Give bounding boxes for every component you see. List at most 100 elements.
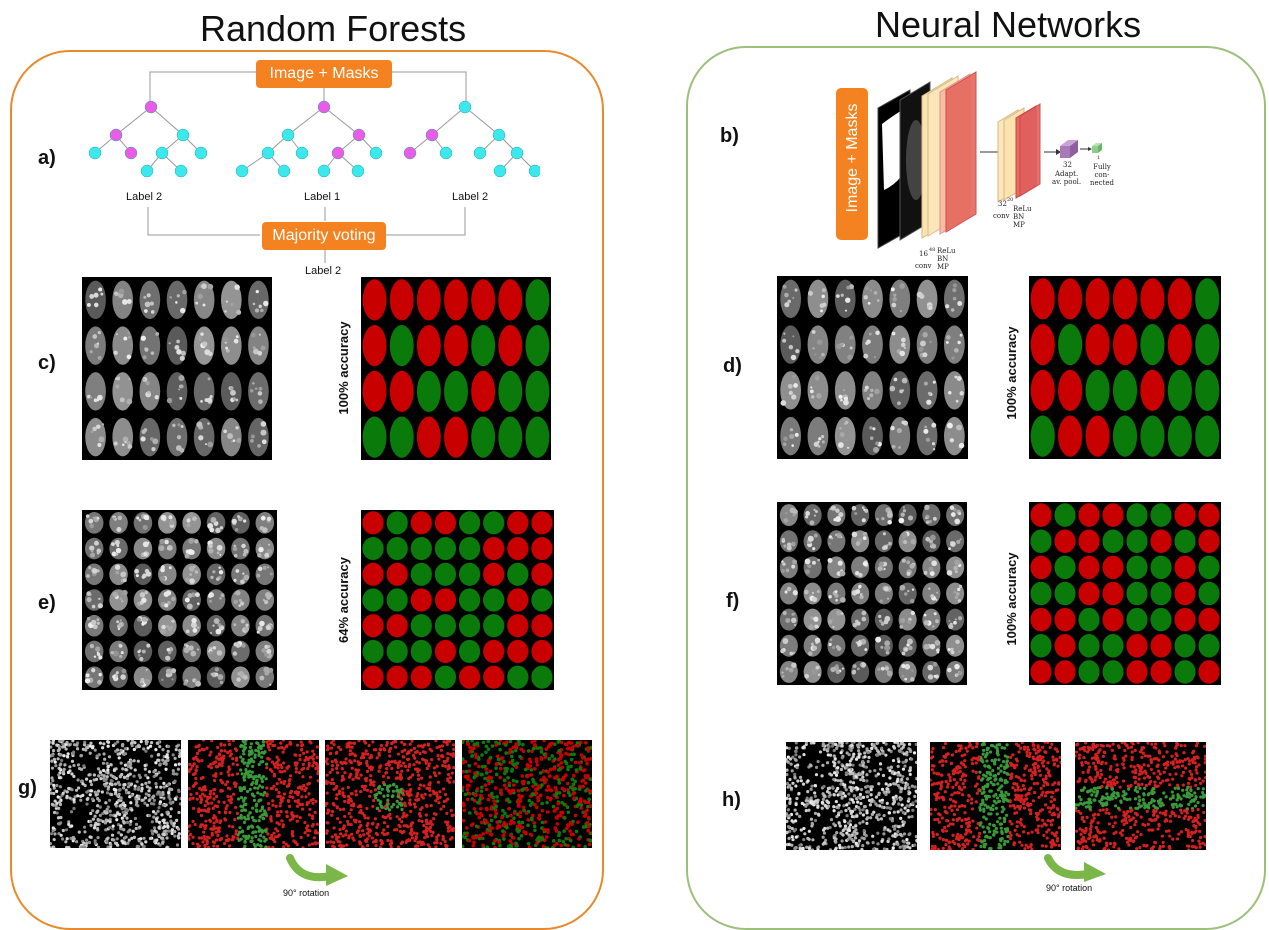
tissue-cell bbox=[908, 768, 912, 772]
nucleus-speckle bbox=[862, 561, 868, 567]
tissue-cell bbox=[194, 781, 198, 786]
tissue-cell bbox=[350, 832, 354, 836]
tissue-cell bbox=[219, 743, 223, 747]
tissue-cell bbox=[892, 810, 896, 814]
nucleus-speckle bbox=[816, 378, 819, 381]
tissue-cell bbox=[847, 821, 851, 825]
nucleus-speckle bbox=[264, 644, 269, 650]
tissue-cell bbox=[201, 840, 205, 844]
tissue-cell bbox=[400, 769, 404, 773]
nucleus-speckle bbox=[861, 610, 867, 616]
tissue-cell bbox=[896, 764, 900, 769]
tissue-cell bbox=[396, 762, 400, 767]
tissue-cell bbox=[862, 761, 866, 765]
tissue-cell bbox=[442, 740, 446, 744]
nucleus-speckle bbox=[789, 433, 795, 440]
tissue-cell bbox=[201, 792, 205, 796]
tissue-cell bbox=[370, 836, 374, 840]
nn-title: Neural Networks bbox=[875, 4, 1142, 45]
tissue-cell bbox=[135, 800, 139, 804]
nucleus-speckle bbox=[210, 575, 214, 579]
tissue-cell bbox=[489, 776, 494, 780]
tissue-cell bbox=[295, 814, 299, 818]
red-nucleus bbox=[410, 511, 432, 535]
tissue-cell bbox=[347, 811, 351, 816]
green-nucleus bbox=[1102, 660, 1124, 684]
tissue-cell bbox=[113, 782, 118, 786]
tissue-cell bbox=[329, 781, 333, 785]
tissue-cell bbox=[871, 834, 875, 838]
nucleus-speckle bbox=[900, 618, 906, 624]
tissue-cell bbox=[314, 799, 318, 803]
tissue-cell bbox=[210, 740, 214, 743]
tissue-cell bbox=[836, 793, 840, 797]
tissue-cell bbox=[231, 825, 235, 829]
tissue-cell bbox=[499, 788, 503, 792]
tissue-cell bbox=[282, 792, 287, 796]
tissue-cell bbox=[425, 766, 429, 771]
nucleus bbox=[206, 640, 226, 663]
tissue-cell bbox=[191, 772, 196, 777]
nucleus-speckle bbox=[922, 352, 928, 358]
tissue-cell bbox=[446, 797, 450, 801]
tissue-cell bbox=[373, 788, 378, 792]
tissue-cell bbox=[832, 777, 836, 782]
nucleus-speckle bbox=[195, 679, 198, 682]
nucleus-speckle bbox=[236, 309, 242, 315]
tissue-cell bbox=[222, 743, 227, 747]
tissue-cell bbox=[81, 793, 85, 797]
tissue-cell bbox=[503, 811, 507, 816]
green-nucleus bbox=[507, 665, 529, 689]
tissue-cell bbox=[875, 749, 880, 753]
tissue-cell bbox=[829, 773, 834, 777]
tissue-cell bbox=[544, 788, 549, 792]
tissue-cell bbox=[501, 808, 505, 813]
tissue-cell bbox=[209, 766, 214, 770]
nucleus-speckle bbox=[851, 505, 857, 511]
tissue-cell bbox=[432, 766, 437, 770]
tissue-cell bbox=[217, 810, 221, 814]
tissue-cell bbox=[96, 836, 100, 840]
tissue-cell bbox=[245, 789, 250, 794]
tissue-cell bbox=[75, 743, 79, 747]
nucleus-speckle bbox=[886, 670, 893, 677]
nucleus bbox=[916, 279, 938, 319]
tissue-cell bbox=[330, 813, 334, 817]
tissue-cell bbox=[580, 779, 584, 783]
tissue-cell bbox=[65, 790, 69, 794]
nucleus-speckle bbox=[216, 577, 220, 581]
tissue-cell bbox=[52, 757, 57, 761]
nucleus bbox=[109, 640, 128, 663]
tissue-cell bbox=[896, 770, 901, 775]
tissue-cell bbox=[511, 788, 516, 793]
tissue-cell bbox=[845, 742, 849, 745]
nucleus-speckle bbox=[114, 564, 121, 570]
tissue-cell bbox=[288, 795, 292, 799]
tissue-cell bbox=[861, 775, 865, 779]
nucleus-speckle bbox=[923, 381, 928, 386]
nucleus-speckle bbox=[169, 296, 173, 299]
tissue-cell bbox=[253, 786, 257, 790]
nucleus-speckle bbox=[953, 590, 957, 594]
tissue-cell bbox=[472, 807, 477, 811]
tissue-cell bbox=[496, 823, 501, 828]
tissue-cell bbox=[533, 828, 537, 833]
tissue-cell bbox=[79, 767, 84, 771]
nucleus-speckle bbox=[788, 344, 794, 350]
rf-title: Random Forests bbox=[200, 8, 467, 49]
nucleus-speckle bbox=[864, 533, 867, 537]
nucleus-speckle bbox=[928, 306, 933, 310]
tissue-cell bbox=[790, 826, 794, 831]
tissue-cell bbox=[838, 824, 842, 828]
tissue-cell bbox=[105, 775, 109, 779]
tissue-cell bbox=[119, 833, 123, 837]
tissue-cell bbox=[129, 819, 133, 824]
tissue-cell bbox=[388, 754, 392, 758]
tissue-cell bbox=[111, 827, 115, 831]
tissue-cell bbox=[798, 775, 803, 779]
nucleus-speckle bbox=[243, 626, 250, 632]
tissue-cell bbox=[861, 808, 865, 812]
nucleus-speckle bbox=[882, 532, 886, 536]
tissue-cell bbox=[892, 842, 896, 846]
tissue-cell bbox=[486, 758, 491, 763]
